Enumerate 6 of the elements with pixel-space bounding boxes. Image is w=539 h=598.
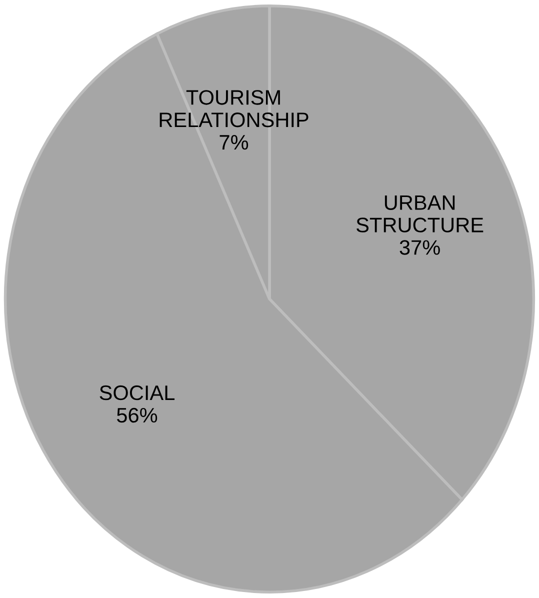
data-label: 56% [116,408,158,423]
data-label: 7% [220,135,248,150]
slice-label: URBAN STRUCTURE [356,195,484,232]
data-label: 37% [400,240,440,255]
slice-label: TOURISM RELATIONSHIP [160,90,308,128]
slice-label: SOCIAL [100,385,175,400]
